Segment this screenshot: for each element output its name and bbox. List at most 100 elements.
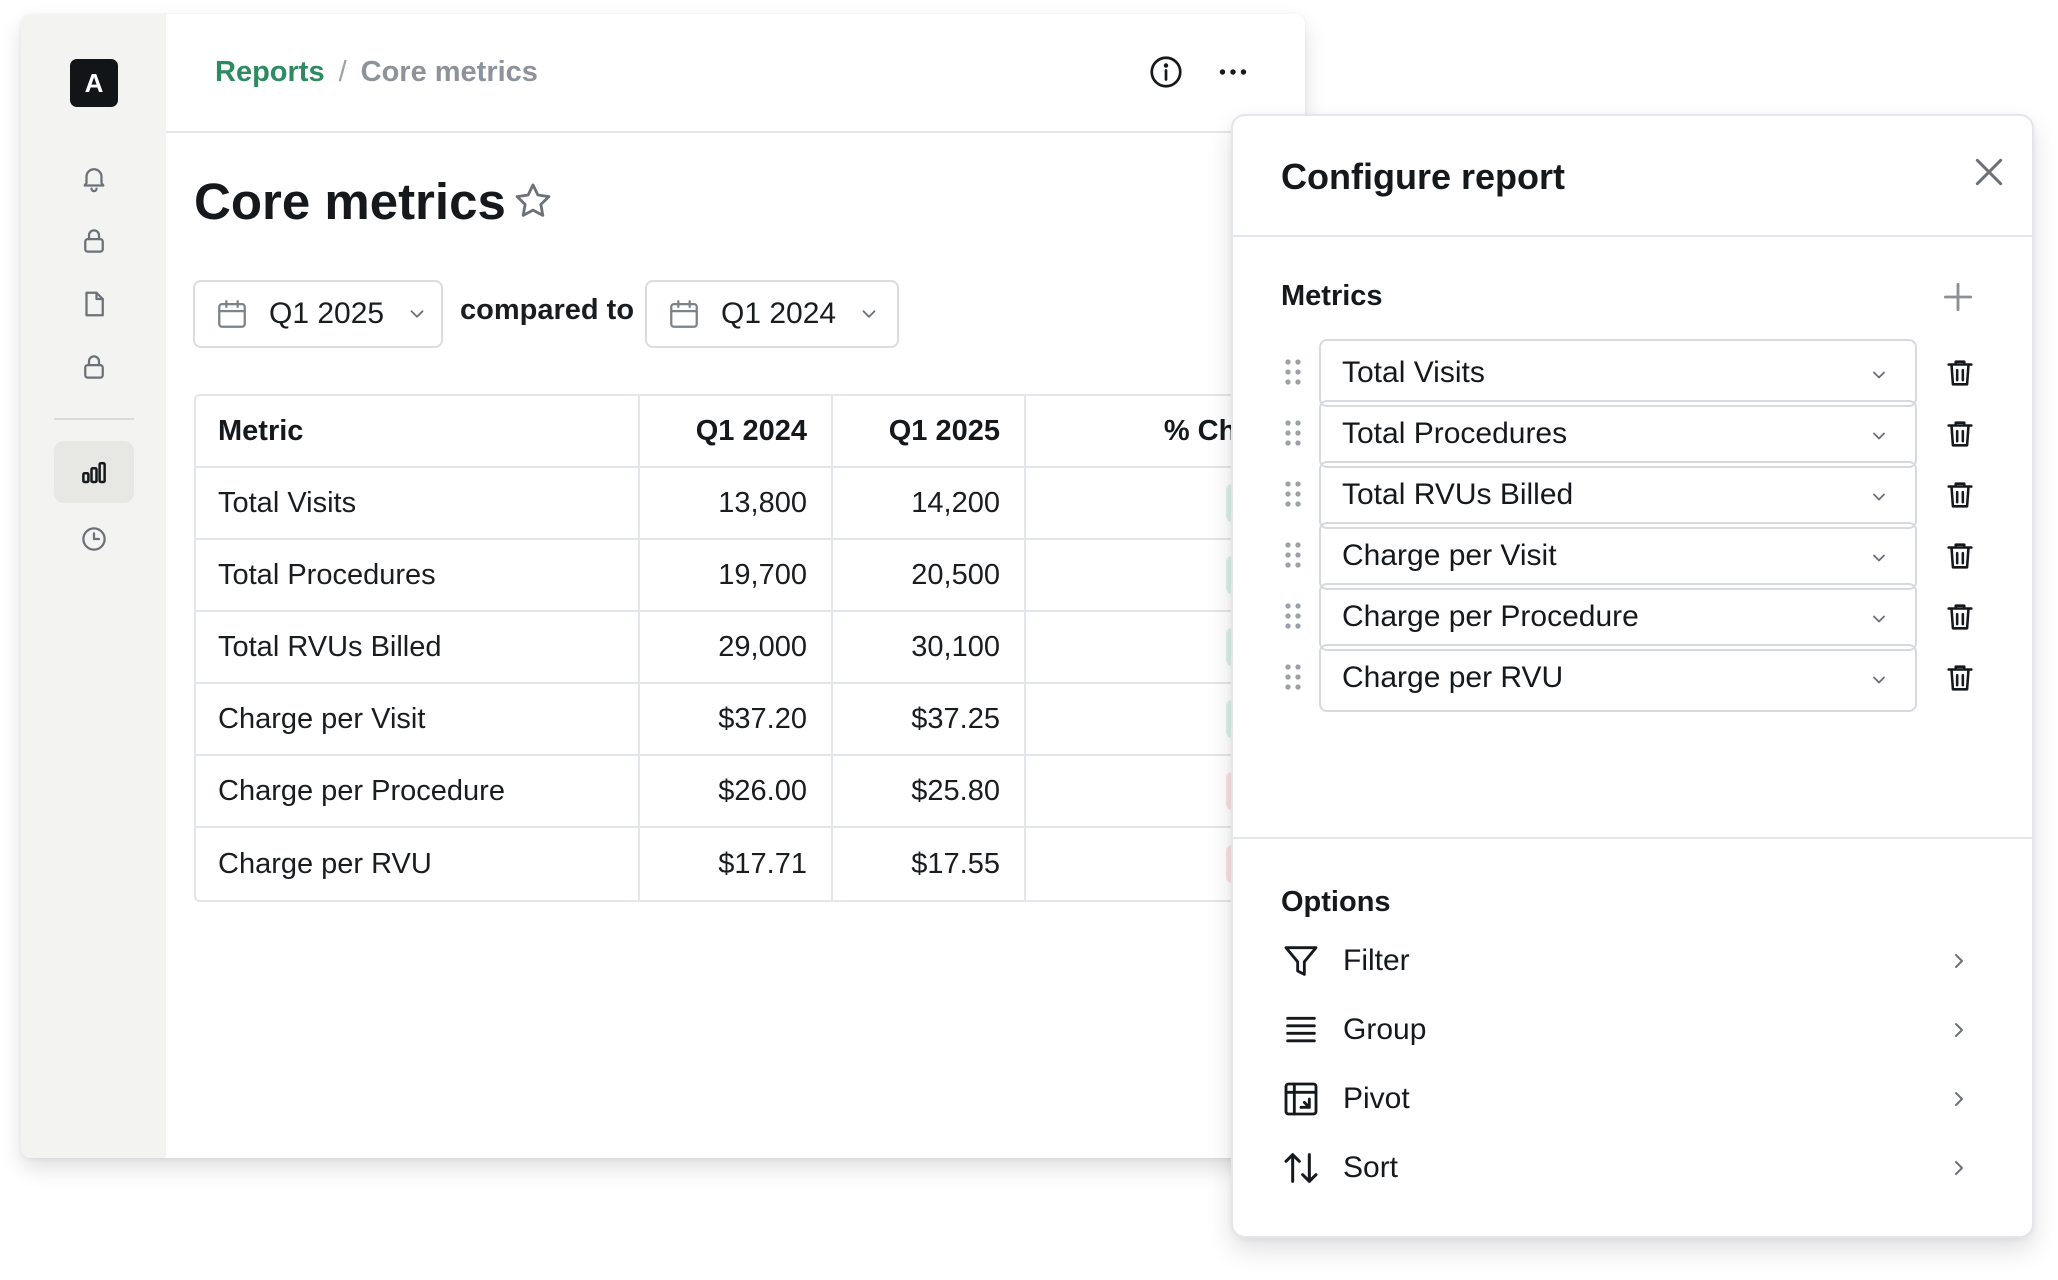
top-bar: Reports / Core metrics [166, 14, 1305, 133]
metric-name-cell: Total Visits [196, 468, 640, 538]
column-header-q1-2024[interactable]: Q1 2024 [640, 396, 833, 466]
metric-row: Total Procedures [1281, 400, 1981, 468]
primary-period-select[interactable]: Q1 2025 [193, 280, 443, 348]
chevron-right-icon [1955, 1023, 1963, 1037]
chevron-right-icon [1955, 1092, 1963, 1106]
primary-period-label: Q1 2025 [269, 297, 385, 330]
metric-select[interactable]: Charge per Visit [1319, 522, 1917, 590]
q1-2024-value-cell: 19,700 [640, 540, 833, 610]
chevron-down-icon [1873, 554, 1885, 562]
metric-row: Total RVUs Billed [1281, 461, 1981, 529]
document-icon [85, 291, 104, 317]
q1-2024-value-cell: 29,000 [640, 612, 833, 682]
metric-select[interactable]: Charge per Procedure [1319, 583, 1917, 651]
drag-handle-icon[interactable] [1281, 357, 1305, 387]
metric-select[interactable]: Charge per RVU [1319, 644, 1917, 712]
chevron-right-icon [1955, 954, 1963, 968]
q1-2024-value-cell: 13,800 [640, 468, 833, 538]
q1-2024-value-cell: $17.71 [640, 828, 833, 900]
breadcrumb: Reports / Core metrics [215, 56, 538, 89]
metric-name-cell: Total RVUs Billed [196, 612, 640, 682]
sidebar-item-documents[interactable] [54, 273, 134, 335]
q1-2025-value-cell: 14,200 [833, 468, 1026, 538]
q1-2024-value-cell: $26.00 [640, 756, 833, 826]
trash-icon[interactable] [1943, 355, 1977, 391]
group-icon [1286, 1016, 1316, 1043]
chevron-down-icon [1873, 432, 1885, 440]
close-icon[interactable] [1969, 152, 2009, 192]
drag-handle-icon[interactable] [1281, 540, 1305, 570]
metric-row: Total Visits [1281, 339, 1981, 407]
sidebar-item-notifications[interactable] [54, 147, 134, 209]
metric-select-value: Charge per Visit [1342, 539, 1557, 572]
drag-handle-icon[interactable] [1281, 601, 1305, 631]
trash-icon[interactable] [1943, 416, 1977, 452]
chevron-right-icon [1955, 1161, 1963, 1175]
filter-icon [1284, 946, 1318, 976]
chevron-down-icon [1873, 493, 1885, 501]
metric-select-value: Total RVUs Billed [1342, 478, 1574, 511]
calendar-icon [670, 300, 698, 328]
metric-row: Charge per Visit [1281, 522, 1981, 590]
breadcrumb-reports-link[interactable]: Reports [215, 56, 325, 88]
q1-2025-value-cell: $25.80 [833, 756, 1026, 826]
sort-icon [1284, 1153, 1318, 1183]
metric-select-value: Total Procedures [1342, 417, 1568, 450]
table-header-row: Metric Q1 2024 Q1 2025 % Change [196, 396, 1304, 468]
metric-select[interactable]: Total Visits [1319, 339, 1917, 407]
q1-2025-value-cell: $17.55 [833, 828, 1026, 900]
metric-name-cell: Charge per RVU [196, 828, 640, 900]
chevron-down-icon [1873, 615, 1885, 623]
q1-2025-value-cell: $37.25 [833, 684, 1026, 754]
comparison-period-select[interactable]: Q1 2024 [645, 280, 899, 348]
column-header-q1-2025[interactable]: Q1 2025 [833, 396, 1026, 466]
metric-select[interactable]: Total Procedures [1319, 400, 1917, 468]
sidebar-item-reports[interactable] [54, 441, 134, 503]
info-button[interactable] [1146, 52, 1186, 92]
more-horizontal-icon [1219, 69, 1247, 75]
table-row[interactable]: Charge per Visit$37.20$37.25+0% [196, 684, 1304, 756]
trash-icon[interactable] [1943, 538, 1977, 574]
trash-icon[interactable] [1943, 660, 1977, 696]
star-icon[interactable] [512, 180, 554, 222]
trash-icon[interactable] [1943, 477, 1977, 513]
drag-handle-icon[interactable] [1281, 662, 1305, 692]
sidebar-item-history[interactable] [54, 508, 134, 570]
bell-icon [83, 168, 105, 193]
table-row[interactable]: Charge per Procedure$26.00$25.80-1% [196, 756, 1304, 828]
table-row[interactable]: Charge per RVU$17.71$17.55-1% [196, 828, 1304, 900]
option-pivot[interactable]: Pivot [1281, 1071, 1981, 1127]
more-options-button[interactable] [1213, 52, 1253, 92]
option-group[interactable]: Group [1281, 1002, 1981, 1058]
add-metric-icon[interactable] [1939, 278, 1977, 316]
metric-row: Charge per RVU [1281, 644, 1981, 712]
drag-handle-icon[interactable] [1281, 479, 1305, 509]
metric-row: Charge per Procedure [1281, 583, 1981, 651]
sidebar: A [21, 14, 166, 1158]
metric-name-cell: Charge per Procedure [196, 756, 640, 826]
column-header-metric[interactable]: Metric [196, 396, 640, 466]
sidebar-item-security-2[interactable] [54, 336, 134, 398]
chevron-down-icon [1873, 676, 1885, 684]
option-sort[interactable]: Sort [1281, 1140, 1981, 1196]
drag-handle-icon[interactable] [1281, 418, 1305, 448]
sidebar-item-security-1[interactable] [54, 210, 134, 272]
option-filter[interactable]: Filter [1281, 933, 1981, 989]
info-icon [1150, 56, 1182, 88]
metric-name-cell: Charge per Visit [196, 684, 640, 754]
lock-icon [84, 229, 104, 253]
metric-select[interactable]: Total RVUs Billed [1319, 461, 1917, 529]
logo[interactable]: A [70, 59, 118, 107]
metric-select-value: Charge per Procedure [1342, 600, 1639, 633]
option-group-label: Group [1343, 1013, 1427, 1046]
trash-icon[interactable] [1943, 599, 1977, 635]
app-window: A [21, 14, 1305, 1158]
option-sort-label: Sort [1343, 1151, 1399, 1184]
option-filter-label: Filter [1343, 944, 1410, 977]
panel-divider [1233, 837, 2032, 839]
breadcrumb-current: Core metrics [360, 56, 538, 88]
chevron-down-icon [1873, 371, 1885, 379]
